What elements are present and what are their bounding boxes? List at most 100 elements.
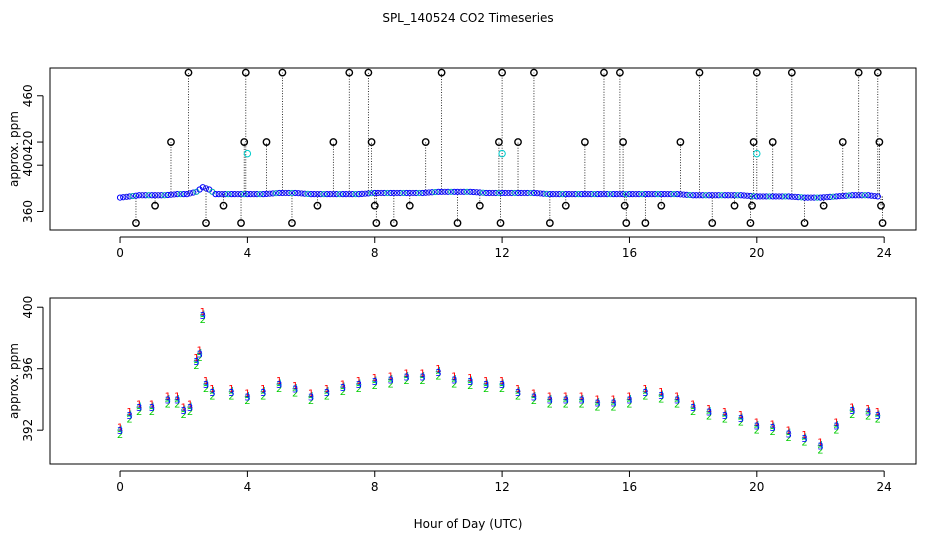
series-4-marker: 4 [308,391,314,402]
outlier-point [288,219,296,227]
series-2-marker: 2 [467,381,473,392]
baseline-point [298,190,305,197]
series-4-marker: 4 [875,409,881,420]
baseline-point [861,192,869,199]
outlier-point [708,219,717,227]
outlier-point [746,219,755,227]
series-2-marker: 2 [228,392,234,403]
series-3-marker: 3 [244,392,250,403]
bottom-x-tick-label: 16 [622,480,637,494]
baseline-point [721,192,729,199]
baseline-point [674,191,681,198]
baseline-point [444,188,452,195]
baseline-point [416,189,423,197]
baseline-point [670,191,678,198]
baseline-point [626,191,633,198]
baseline-point [228,191,235,198]
baseline-point [868,192,875,199]
cyan-point [498,149,506,158]
baseline-point [212,191,219,198]
baseline-point [610,191,617,198]
baseline-point [327,191,334,198]
baseline-point [180,191,187,198]
outlier-point [800,219,809,227]
baseline-point [393,189,401,197]
baseline-point [779,193,786,200]
series-3-marker: 3 [770,423,776,434]
baseline-point [511,189,518,197]
series-3-marker: 3 [785,429,791,440]
series-4-marker: 4 [324,386,330,397]
series-2-marker: 2 [209,392,215,403]
series-4-marker: 4 [181,405,187,416]
series-1-marker: 1 [658,387,664,398]
top-y-tick-label: 360 [21,200,35,223]
baseline-point [292,189,299,197]
series-4-marker: 4 [276,379,282,390]
baseline-point [307,191,315,198]
baseline-point [161,192,168,199]
baseline-point [664,191,671,198]
series-1-marker: 1 [196,345,202,356]
baseline-point [374,189,382,197]
series-2-marker: 2 [292,389,298,400]
baseline-point [543,190,550,197]
outlier-point [219,201,228,210]
baseline-point [709,192,716,199]
baseline-point [502,189,509,197]
baseline-point [505,189,512,197]
baseline-point [241,191,248,198]
outlier-point [854,68,863,77]
baseline-point [492,189,499,197]
baseline-point [661,191,668,198]
series-2-marker: 2 [174,399,180,410]
outlier-point [421,138,430,146]
series-2-marker: 2 [200,315,206,326]
baseline-point [846,192,853,199]
baseline-point [470,188,477,196]
series-3-marker: 3 [340,383,346,394]
bottom-x-tick-label: 0 [116,480,124,494]
series-1-marker: 1 [785,425,791,436]
baseline-point [438,188,445,195]
series-1-marker: 1 [515,384,521,395]
baseline-point [594,191,601,198]
baseline-point [479,189,487,196]
baseline-point [715,192,722,199]
baseline-point [403,189,410,197]
series-4-marker: 4 [292,383,298,394]
series-3-marker: 3 [372,377,378,388]
baseline-point [126,193,133,200]
baseline-point [231,191,238,198]
series-1-marker: 1 [547,392,553,403]
baseline-point [798,194,805,201]
baseline-point [486,189,493,197]
outlier-point [437,68,446,77]
baseline-point [616,191,624,198]
series-1-marker: 1 [451,372,457,383]
baseline-point [632,191,639,198]
outlier-point [873,68,882,77]
outlier-point [695,68,704,77]
series-4-marker: 4 [136,402,142,413]
series-2-marker: 2 [387,379,393,390]
series-4-marker: 4 [499,379,505,390]
baseline-point [690,192,697,199]
baseline-point [639,191,646,198]
baseline-point [804,194,811,201]
baseline-point [336,191,343,198]
series-1-marker: 1 [770,419,776,430]
bottom-x-tick-label: 4 [244,480,252,494]
outlier-point [278,68,287,77]
baseline-point [734,192,741,199]
baseline-point [244,191,251,198]
baseline-point [607,191,614,198]
baseline-point [428,189,436,196]
outlier-point [657,201,666,210]
series-2-marker: 2 [149,407,155,418]
cyan-point [753,149,761,158]
series-3-marker: 3 [738,414,744,425]
